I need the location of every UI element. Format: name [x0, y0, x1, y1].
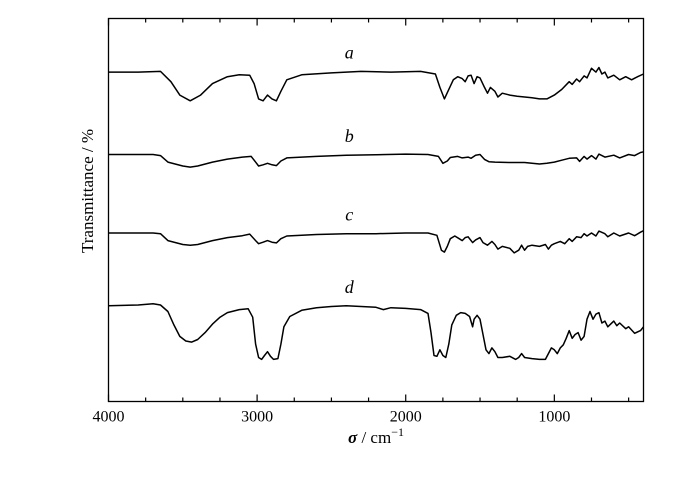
x-tick-label-3000: 3000	[241, 409, 273, 426]
x-axis-ticks	[107, 18, 630, 402]
x-axis-unit: / cm	[357, 428, 391, 447]
curve-label-b: b	[345, 126, 354, 146]
spectrum-curve-b	[108, 151, 644, 168]
x-axis-title: σ / cm−1	[348, 425, 404, 447]
spectrum-curve-a	[108, 66, 644, 102]
x-tick-label-4000: 4000	[93, 409, 125, 426]
plot-frame	[107, 17, 645, 403]
x-tick-label-2000: 2000	[390, 409, 422, 426]
curve-label-a: a	[345, 42, 354, 62]
curve-label-c: c	[345, 205, 353, 225]
y-axis-title: Transmittance / %	[78, 129, 97, 253]
x-axis-symbol: σ	[348, 428, 358, 447]
x-tick-label-1000: 1000	[538, 409, 570, 426]
spectra-curves	[108, 66, 645, 361]
curve-labels: a b c d	[345, 42, 355, 296]
x-axis-unit-exponent: −1	[391, 425, 404, 439]
curve-label-d: d	[345, 277, 355, 297]
x-tick-labels: 4000 3000 2000 1000	[93, 409, 571, 426]
spectrum-curve-c	[108, 230, 644, 254]
spectrum-curve-d	[108, 303, 645, 361]
